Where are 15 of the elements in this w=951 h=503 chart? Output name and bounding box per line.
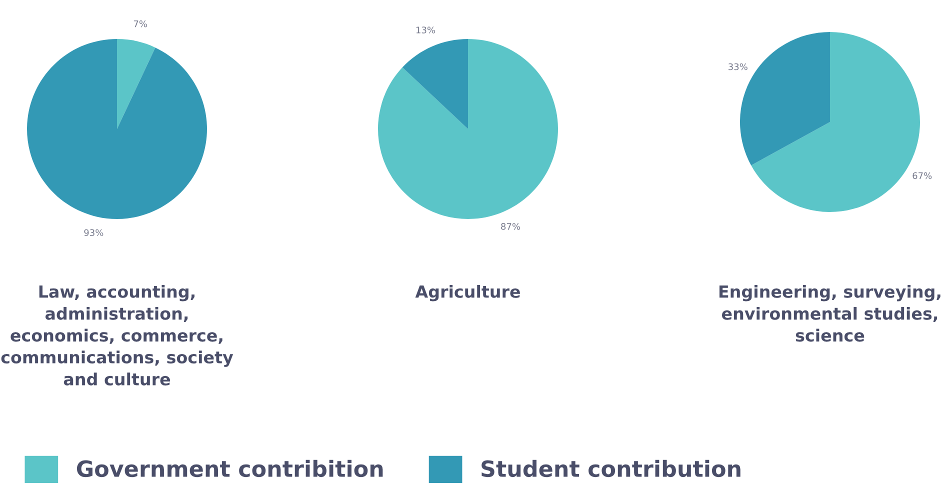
text: Engineering, surveying, environmental studies, science <box>719 285 940 342</box>
pie-slice <box>378 39 558 219</box>
legend-label: Government contribition <box>76 460 383 478</box>
text: Law, accounting, administration, economics, commerce, communications, society and culture <box>1 285 234 386</box>
data-label: 67% <box>912 172 932 180</box>
data-label: 87% <box>501 222 520 230</box>
data-label: 93% <box>84 229 104 236</box>
data-label: 33% <box>728 63 748 70</box>
data-label: 13% <box>416 26 436 34</box>
legend-label: Student contribution <box>482 460 740 478</box>
text: Agriculture <box>415 285 520 302</box>
pie-slice <box>117 39 156 129</box>
data-label: 7% <box>134 20 148 28</box>
pie-slice <box>27 39 207 219</box>
pie-slice <box>402 39 468 129</box>
